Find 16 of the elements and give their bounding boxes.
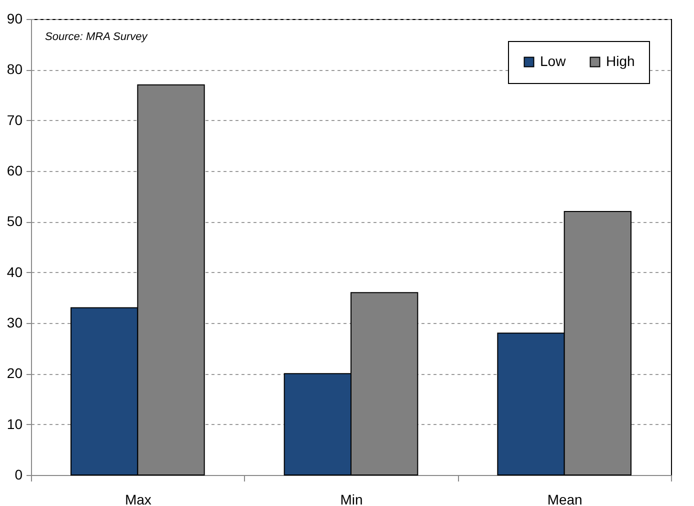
y-tick-label: 30: [6, 314, 23, 330]
x-tick-label: Max: [124, 492, 152, 506]
y-tick-label: 70: [6, 112, 23, 128]
y-tick-label: 20: [6, 365, 23, 382]
legend-label: High: [606, 53, 635, 69]
y-tick-label: 10: [6, 416, 23, 432]
y-tick-label: 40: [6, 264, 23, 280]
annotation: Source: MRA Survey: [45, 31, 149, 43]
x-tick-label: Mean: [547, 492, 582, 506]
y-tick-label: 50: [6, 213, 23, 230]
y-tick-label: 0: [14, 466, 23, 482]
legend-label: Low: [540, 53, 567, 69]
y-tick-label: 80: [6, 61, 23, 78]
y-tick-label: 90: [6, 10, 23, 26]
x-tick-label: Min: [340, 492, 363, 506]
y-tick-label: 60: [6, 162, 23, 178]
